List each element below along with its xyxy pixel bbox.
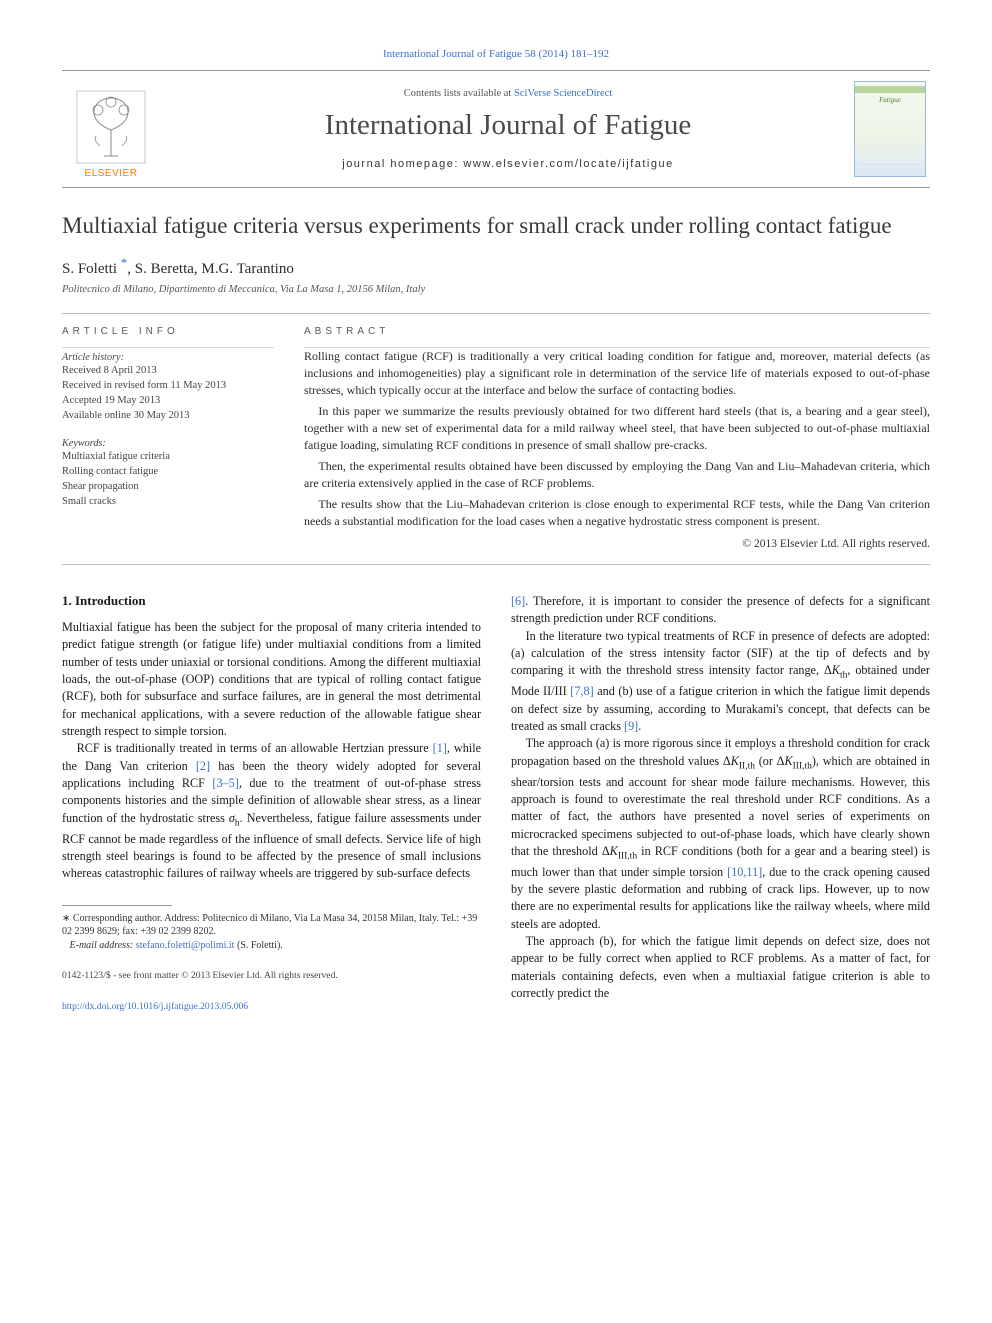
publisher-name: ELSEVIER — [85, 168, 138, 179]
history-revised: Received in revised form 11 May 2013 — [62, 378, 274, 393]
keyword: Rolling contact fatigue — [62, 464, 274, 479]
abstract-paragraph: In this paper we summarize the results p… — [304, 403, 930, 454]
body-paragraph: In the literature two typical treatments… — [511, 628, 930, 736]
authors-rest: , S. Beretta, M.G. Tarantino — [127, 261, 294, 277]
body-col-left: 1. Introduction Multiaxial fatigue has b… — [62, 593, 481, 1014]
body-paragraph: The approach (a) is more rigorous since … — [511, 735, 930, 933]
article-title: Multiaxial fatigue criteria versus exper… — [62, 212, 930, 241]
footnote-text: Corresponding author. Address: Politecni… — [62, 913, 477, 938]
author-first: S. Foletti — [62, 261, 121, 277]
doi-footer-line: http://dx.doi.org/10.1016/j.ijfatigue.20… — [62, 1001, 481, 1014]
body-paragraph: RCF is traditionally treated in terms of… — [62, 740, 481, 882]
journal-homepage-line: journal homepage: www.elsevier.com/locat… — [184, 158, 832, 170]
issn-footer-line: 0142-1123/$ - see front matter © 2013 El… — [62, 970, 481, 983]
info-rule-bottom — [62, 564, 930, 565]
email-footnote: E-mail address: stefano.foletti@polimi.i… — [62, 939, 481, 953]
authors-line: S. Foletti *, S. Beretta, M.G. Tarantino — [62, 255, 930, 278]
running-header-citation: International Journal of Fatigue 58 (201… — [62, 48, 930, 60]
keyword: Shear propagation — [62, 479, 274, 494]
keyword: Small cracks — [62, 494, 274, 509]
elsevier-logo: ELSEVIER — [66, 79, 156, 179]
elsevier-tree-icon — [76, 90, 146, 164]
history-online: Available online 30 May 2013 — [62, 408, 274, 423]
journal-masthead: ELSEVIER Contents lists available at Sci… — [62, 70, 930, 188]
abstract-copyright: © 2013 Elsevier Ltd. All rights reserved… — [304, 538, 930, 550]
history-accepted: Accepted 19 May 2013 — [62, 393, 274, 408]
article-info-row: article info Article history: Received 8… — [62, 314, 930, 550]
info-rule-under-head — [62, 347, 274, 348]
keywords-label: Keywords: — [62, 438, 274, 449]
email-link[interactable]: stefano.foletti@polimi.it — [136, 940, 235, 951]
abstract-head: abstract — [304, 326, 930, 337]
section-heading-intro: 1. Introduction — [62, 593, 481, 609]
body-paragraph: [6]. Therefore, it is important to consi… — [511, 593, 930, 628]
abstract-paragraph: Then, the experimental results obtained … — [304, 458, 930, 492]
contents-text: Contents lists available at — [404, 88, 514, 99]
affiliation: Politecnico di Milano, Dipartimento di M… — [62, 284, 930, 295]
history-received: Received 8 April 2013 — [62, 363, 274, 378]
email-label: E-mail address: — [70, 940, 136, 951]
body-col-right: [6]. Therefore, it is important to consi… — [511, 593, 930, 1014]
cover-mini-title: Fatigue — [861, 96, 919, 104]
contents-lists-line: Contents lists available at SciVerse Sci… — [184, 88, 832, 99]
abstract-block: abstract Rolling contact fatigue (RCF) i… — [304, 314, 930, 550]
footnote-star-icon: ∗ — [62, 913, 73, 924]
journal-title: International Journal of Fatigue — [184, 109, 832, 142]
abstract-paragraph: The results show that the Liu–Mahadevan … — [304, 496, 930, 530]
body-two-column: 1. Introduction Multiaxial fatigue has b… — [62, 593, 930, 1014]
keyword: Multiaxial fatigue criteria — [62, 449, 274, 464]
history-label: Article history: — [62, 352, 274, 363]
doi-link[interactable]: http://dx.doi.org/10.1016/j.ijfatigue.20… — [62, 1001, 248, 1012]
email-suffix: (S. Foletti). — [234, 940, 282, 951]
page-root: International Journal of Fatigue 58 (201… — [0, 0, 992, 1054]
corresponding-author-footnote: ∗ Corresponding author. Address: Politec… — [62, 912, 481, 939]
sciencedirect-link[interactable]: SciVerse ScienceDirect — [514, 88, 612, 99]
article-info-left: article info Article history: Received 8… — [62, 314, 274, 550]
footnote-separator — [62, 905, 172, 906]
journal-cover-thumbnail: Fatigue — [854, 81, 926, 177]
body-paragraph: Multiaxial fatigue has been the subject … — [62, 619, 481, 740]
article-info-head: article info — [62, 326, 274, 337]
masthead-center: Contents lists available at SciVerse Sci… — [172, 88, 844, 170]
body-paragraph: The approach (b), for which the fatigue … — [511, 933, 930, 1002]
abstract-paragraph: Rolling contact fatigue (RCF) is traditi… — [304, 348, 930, 399]
